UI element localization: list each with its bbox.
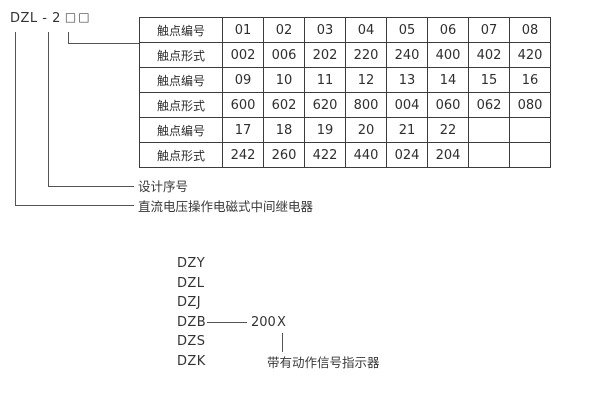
contact-table-header-cell: 触点编号 <box>139 17 223 43</box>
contact-table-cell: 600 <box>222 92 264 118</box>
contact-table-cell <box>509 117 551 143</box>
contact-table-cell: 440 <box>345 142 387 168</box>
contact-table-cell: 06 <box>427 17 469 43</box>
contact-table-cell: 422 <box>304 142 346 168</box>
contact-table-cell: 01 <box>222 17 264 43</box>
contact-table-cell: 060 <box>427 92 469 118</box>
contact-table-cell: 13 <box>386 67 428 93</box>
contact-table-cell: 07 <box>468 17 510 43</box>
contact-table-cell <box>509 142 551 168</box>
table-row: 触点形式 242 260 422 440 024 204 <box>139 142 551 168</box>
contact-table-cell: 03 <box>304 17 346 43</box>
table-row: 触点形式 002 006 202 220 240 400 402 420 <box>139 42 551 68</box>
contact-table-cell: 220 <box>345 42 387 68</box>
contact-table-header-cell: 触点形式 <box>139 42 223 68</box>
leader-line-serial-vertical <box>48 32 49 187</box>
contact-table-cell: 14 <box>427 67 469 93</box>
design-serial-label: 设计序号 <box>138 179 189 194</box>
contact-table-cell: 22 <box>427 117 469 143</box>
contact-table-cell: 080 <box>509 92 551 118</box>
contact-table-header-cell: 触点形式 <box>139 142 223 168</box>
table-row: 触点编号 17 18 19 20 21 22 <box>139 117 551 143</box>
model-placeholder-boxes: □□ <box>64 10 92 24</box>
contact-table-cell: 05 <box>386 17 428 43</box>
contact-table-cell <box>468 117 510 143</box>
contact-table-cell: 800 <box>345 92 387 118</box>
indicator-note-label: 带有动作信号指示器 <box>267 355 380 370</box>
leader-line-contacts-horizontal <box>68 43 139 44</box>
series-item: DZK <box>177 353 206 369</box>
contact-table-cell: 620 <box>304 92 346 118</box>
contact-table-cell: 202 <box>304 42 346 68</box>
contact-table-cell: 21 <box>386 117 428 143</box>
series-suffix-dash-line <box>207 322 247 323</box>
contact-table-cell: 062 <box>468 92 510 118</box>
contact-table-cell: 15 <box>468 67 510 93</box>
contact-table-cell: 12 <box>345 67 387 93</box>
contact-table-cell: 10 <box>263 67 305 93</box>
series-item: DZL <box>177 275 205 291</box>
contact-table-cell: 19 <box>304 117 346 143</box>
leader-line-contacts-vertical <box>68 32 69 44</box>
contact-table-cell <box>468 142 510 168</box>
contact-table-cell: 11 <box>304 67 346 93</box>
contact-table-cell: 02 <box>263 17 305 43</box>
contact-table-cell: 002 <box>222 42 264 68</box>
model-code-text: DZL - 2 <box>10 11 61 26</box>
model-code: DZL - 2 □□ <box>10 10 92 26</box>
contact-table-cell: 18 <box>263 117 305 143</box>
table-row: 触点编号 09 10 11 12 13 14 15 16 <box>139 67 551 93</box>
contact-table-cell: 20 <box>345 117 387 143</box>
contact-table-cell: 420 <box>509 42 551 68</box>
contact-code-table: 触点编号 01 02 03 04 05 06 07 08 触点形式 002 00… <box>139 17 551 168</box>
contact-table-header-cell: 触点编号 <box>139 67 223 93</box>
contact-table-cell: 242 <box>222 142 264 168</box>
contact-table-cell: 09 <box>222 67 264 93</box>
series-list: DZY DZL DZJ DZB DZS DZK <box>177 254 206 371</box>
contact-table-cell: 602 <box>263 92 305 118</box>
contact-table-header-cell: 触点形式 <box>139 92 223 118</box>
contact-table-cell: 16 <box>509 67 551 93</box>
contact-code-table-body: 触点编号 01 02 03 04 05 06 07 08 触点形式 002 00… <box>139 17 551 168</box>
series-suffix-letter: X <box>277 315 286 330</box>
series-item: DZB <box>177 314 207 330</box>
contact-table-cell: 402 <box>468 42 510 68</box>
indicator-leader-line <box>282 333 283 352</box>
contact-table-cell: 006 <box>263 42 305 68</box>
table-row: 触点形式 600 602 620 800 004 060 062 080 <box>139 92 551 118</box>
contact-table-cell: 024 <box>386 142 428 168</box>
series-item: DZS <box>177 334 206 349</box>
contact-table-cell: 004 <box>386 92 428 118</box>
series-suffix-number: 200 <box>251 315 276 330</box>
contact-table-cell: 17 <box>222 117 264 143</box>
contact-table-cell: 08 <box>509 17 551 43</box>
leader-line-serial-horizontal <box>48 186 134 187</box>
table-row: 触点编号 01 02 03 04 05 06 07 08 <box>139 17 551 43</box>
contact-table-cell: 260 <box>263 142 305 168</box>
leader-line-relay-vertical <box>15 32 16 205</box>
contact-table-cell: 204 <box>427 142 469 168</box>
contact-table-cell: 400 <box>427 42 469 68</box>
series-item: DZY <box>177 256 206 271</box>
contact-table-cell: 04 <box>345 17 387 43</box>
leader-line-relay-horizontal <box>15 205 134 206</box>
series-item: DZJ <box>177 295 201 310</box>
contact-table-header-cell: 触点编号 <box>139 117 223 143</box>
contact-table-cell: 240 <box>386 42 428 68</box>
relay-description-label: 直流电压操作电磁式中间继电器 <box>138 199 314 214</box>
